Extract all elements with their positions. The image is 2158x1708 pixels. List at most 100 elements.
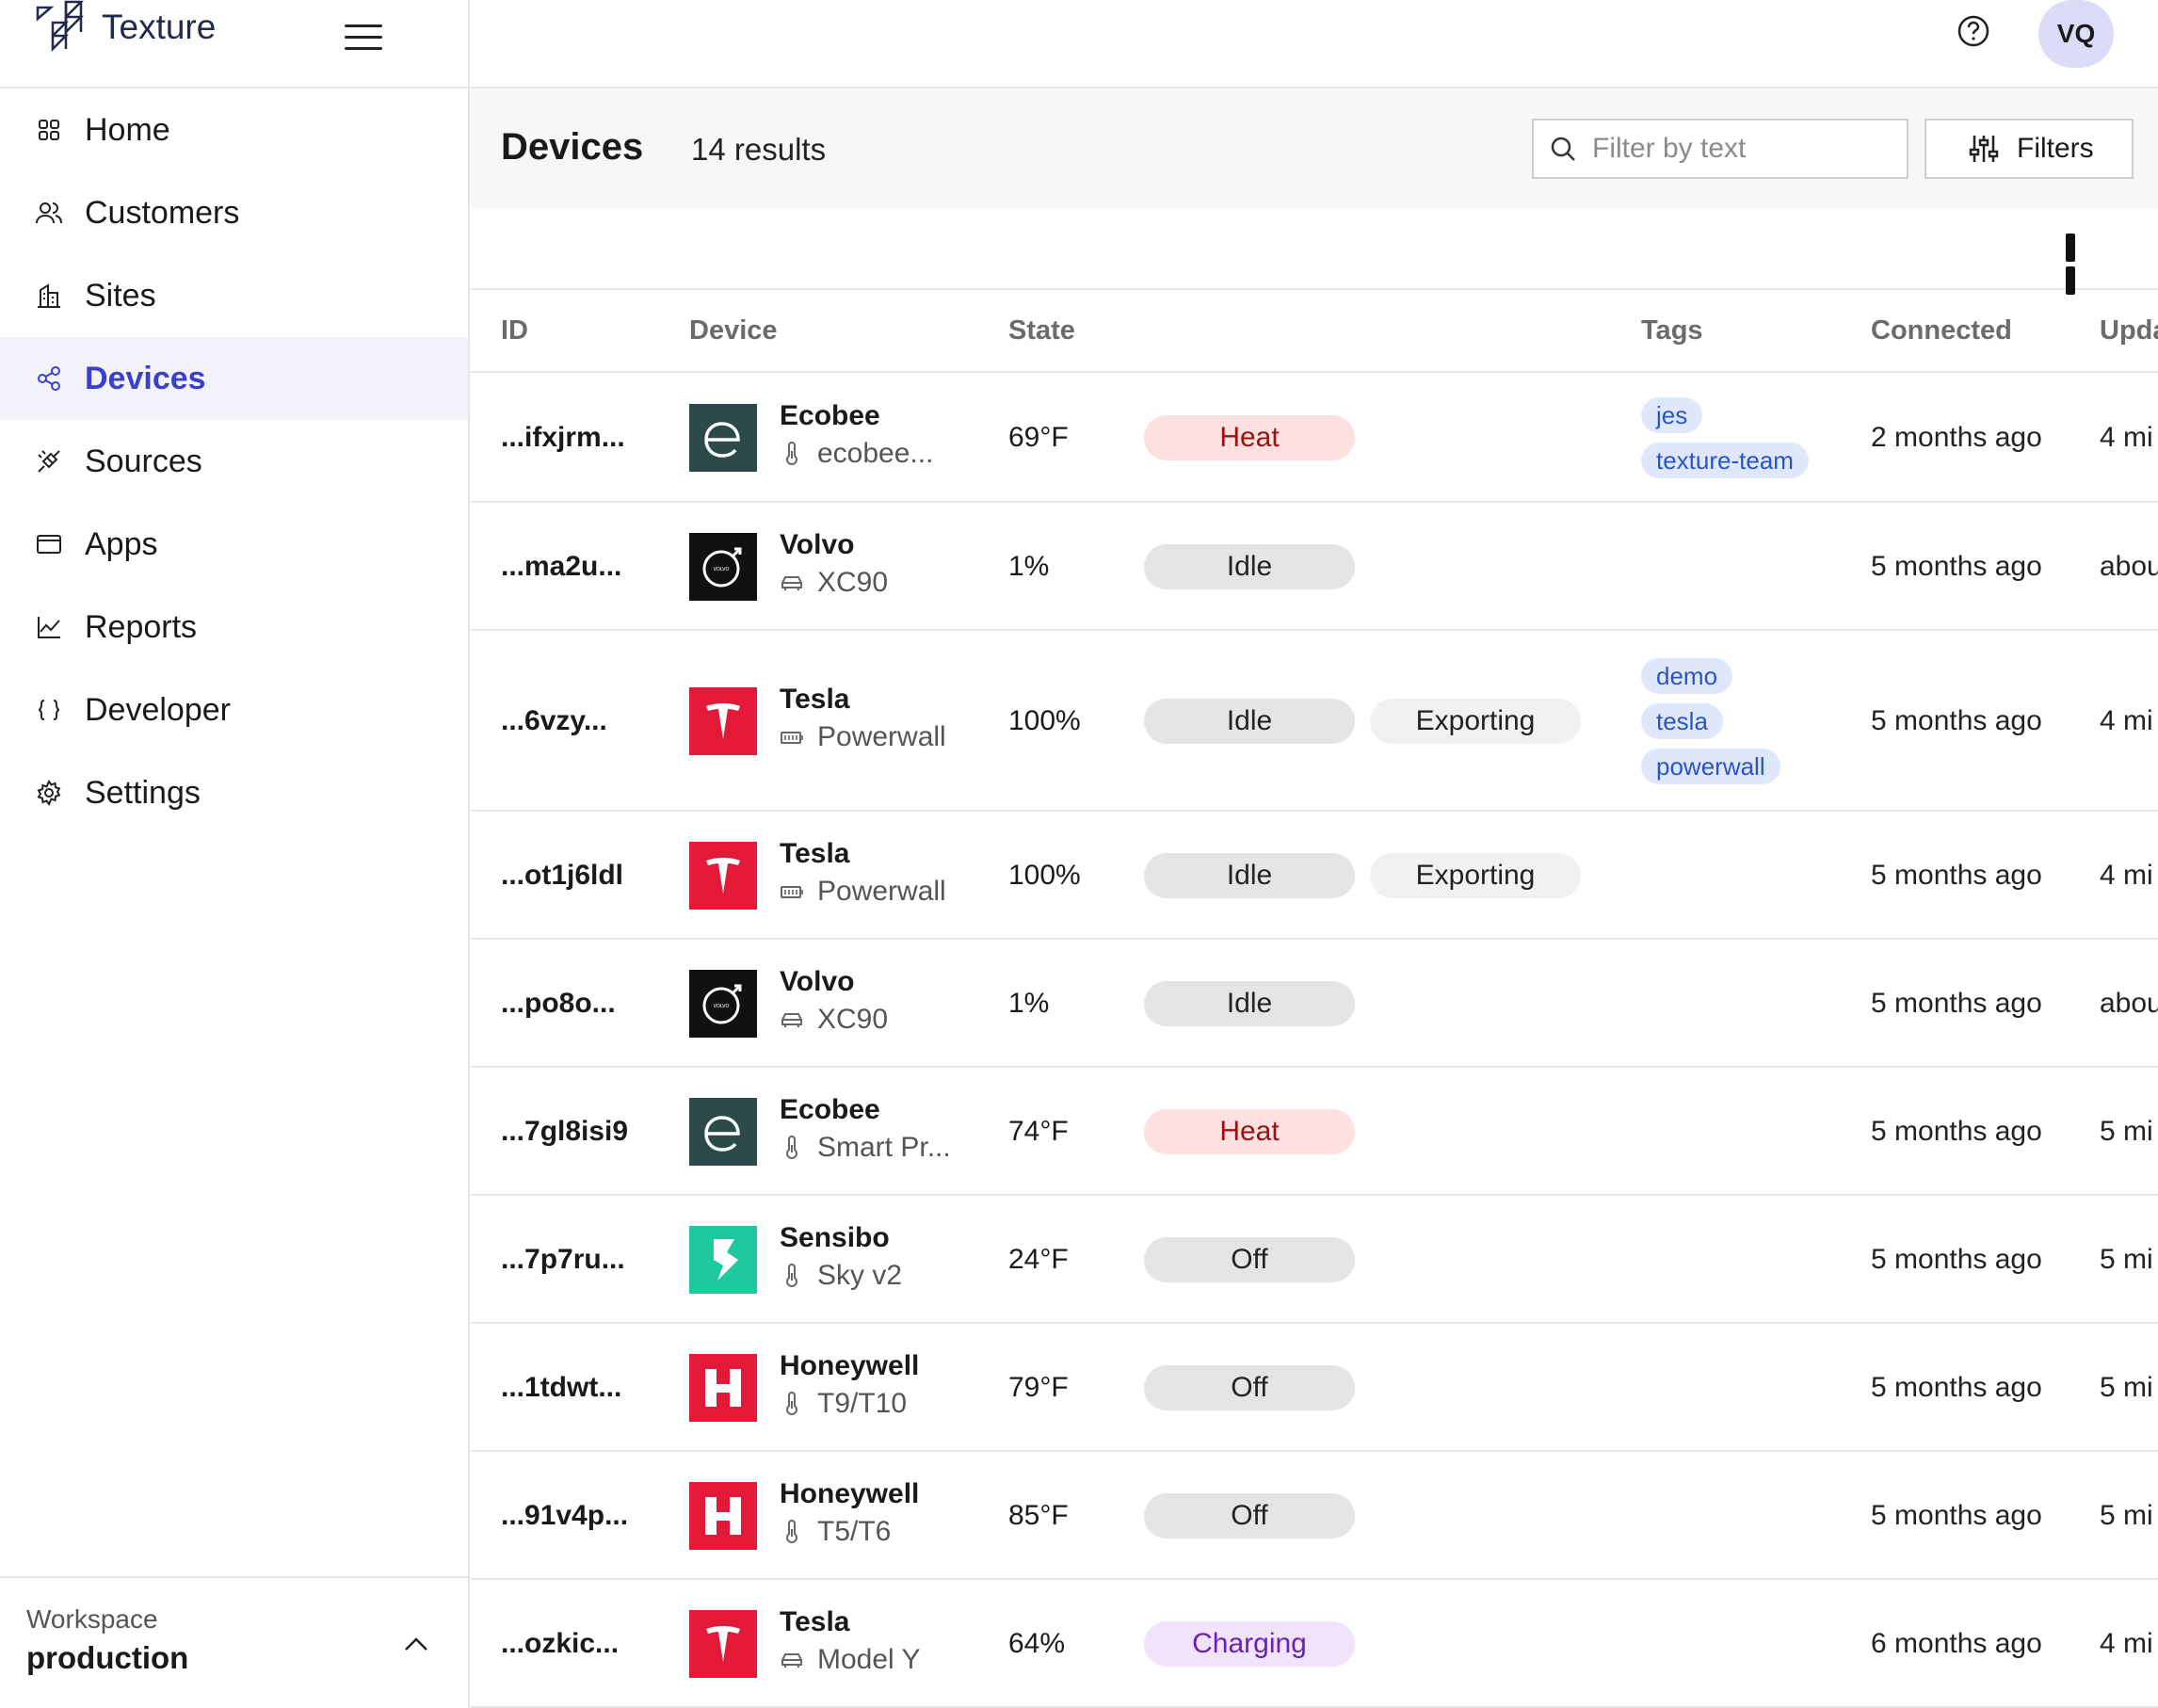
table-row[interactable]: ...ozkic... Tesla Model Y 64% Charging 6 mont… [471,1580,2158,1708]
updated-time: 5 mi [2100,1244,2153,1275]
device-model: ecobee... [780,438,933,470]
sidebar-item-sites[interactable]: Sites [0,254,468,337]
updated-time: 4 mi [2100,860,2153,891]
tag-badge[interactable]: tesla [1641,703,1723,739]
state-badge: Idle [1144,699,1355,744]
avatar[interactable]: VQ [2038,0,2114,68]
updated-time: abou [2100,988,2158,1019]
state-badge: Heat [1144,1109,1355,1154]
battery-icon [780,725,817,749]
table-row[interactable]: ...91v4p... Honeywell T5/T6 85°F Off 5 months… [471,1452,2158,1580]
column-header-state[interactable]: State [1008,315,1075,346]
sidebar-item-label: Sites [85,277,156,314]
car-icon [780,571,817,595]
sidebar-item-developer[interactable]: Developer [0,669,468,751]
updated-time: abou [2100,551,2158,582]
sidebar-item-label: Reports [85,608,198,645]
sidebar-item-settings[interactable]: Settings [0,751,468,834]
share-nodes-icon [32,362,66,395]
sliders-icon [1969,136,1999,162]
device-value: 69°F [1008,422,1069,453]
sidebar-item-label: Customers [85,194,240,231]
tag-badge[interactable]: jes [1641,397,1703,433]
device-model: Smart Pr... [780,1132,951,1164]
state-badge: Idle [1144,544,1355,589]
device-value: 100% [1008,705,1081,736]
pause-icon[interactable] [2066,234,2090,295]
device-value: 74°F [1008,1116,1069,1147]
filters-button[interactable]: Filters [1924,119,2134,179]
sidebar-nav: Home Customers Sites Devices Sources [0,89,468,834]
table-row[interactable]: ...1tdwt... Honeywell T9/T10 79°F Off 5 month… [471,1324,2158,1452]
sidebar-header: Texture [0,0,468,89]
workspace-selector[interactable]: Workspace production [0,1576,468,1708]
texture-logo[interactable]: Texture [32,0,216,56]
table-row[interactable]: ...7gl8isi9 Ecobee Smart Pr... 74°F Heat 5 mo… [471,1068,2158,1196]
page-title: Devices [501,126,644,168]
device-value: 100% [1008,860,1081,891]
table-row[interactable]: ...7p7ru... Sensibo Sky v2 24°F Off 5 months … [471,1196,2158,1324]
sidebar-item-apps[interactable]: Apps [0,503,468,586]
device-model: XC90 [780,567,888,599]
state-badge: Charging [1144,1621,1355,1667]
table-row[interactable]: ...ifxjrm... Ecobee ecobee... 69°F Heat jes te… [471,373,2158,503]
ecobee-logo-icon [689,1098,757,1166]
table-row[interactable]: ...ot1j6ldl Tesla Powerwall 100% Idle Exporti… [471,812,2158,940]
table-row[interactable]: ...po8o... VOLVO Volvo XC90 1% Idle 5 months a… [471,940,2158,1068]
battery-icon [780,879,817,904]
menu-toggle-icon[interactable] [345,24,382,53]
home-grid-icon [32,113,66,147]
volvo-logo-icon: VOLVO [689,533,757,601]
volvo-logo-icon: VOLVO [689,970,757,1038]
column-header-updated[interactable]: Upda [2100,315,2158,346]
device-id: ...6vzy... [501,705,607,736]
device-brand: Ecobee [780,400,880,431]
device-model: Model Y [780,1644,921,1676]
table-row[interactable]: ...6vzy... Tesla Powerwall 100% Idle Exportin… [471,631,2158,812]
question-circle-icon[interactable] [1957,14,1990,48]
device-model: T9/T10 [780,1388,907,1420]
building-icon [32,279,66,313]
device-value: 1% [1008,988,1050,1019]
tag-badge[interactable]: powerwall [1641,749,1780,784]
search-input[interactable]: Filter by text [1532,119,1908,179]
connected-time: 5 months ago [1871,1244,2042,1275]
sidebar-item-reports[interactable]: Reports [0,586,468,669]
table-row[interactable]: ...ma2u... VOLVO Volvo XC90 1% Idle 5 months a… [471,503,2158,631]
sidebar-item-label: Sources [85,443,202,479]
svg-text:VOLVO: VOLVO [714,567,730,572]
column-header-id[interactable]: ID [501,315,528,346]
sidebar-item-label: Developer [85,691,231,728]
device-model: Powerwall [780,876,946,908]
car-icon [780,1007,817,1032]
sidebar-item-customers[interactable]: Customers [0,171,468,254]
device-value: 1% [1008,551,1050,582]
sidebar-item-devices[interactable]: Devices [0,337,468,420]
device-id: ...1tdwt... [501,1372,622,1403]
search-placeholder: Filter by text [1592,133,1747,164]
thermometer-icon [780,1520,817,1544]
column-header-tags[interactable]: Tags [1641,315,1703,346]
sidebar-item-label: Settings [85,774,201,811]
updated-time: 4 mi [2100,422,2153,453]
chevron-up-icon [405,1637,427,1651]
device-model-label: Model Y [817,1644,921,1675]
device-model-label: T5/T6 [817,1516,892,1547]
sidebar-item-home[interactable]: Home [0,89,468,171]
connected-time: 5 months ago [1871,1116,2042,1147]
device-id: ...91v4p... [501,1500,629,1531]
tag-badge[interactable]: demo [1641,658,1733,694]
sidebar-item-sources[interactable]: Sources [0,420,468,503]
column-header-device[interactable]: Device [689,315,778,346]
device-brand: Honeywell [780,1478,920,1509]
tag-badge[interactable]: texture-team [1641,443,1809,478]
tesla-logo-icon [689,1610,757,1678]
device-model: Sky v2 [780,1260,902,1292]
sidebar-item-label: Devices [85,360,206,396]
top-bar: VQ [471,0,2158,89]
texture-logo-icon [36,0,85,53]
car-icon [780,1648,817,1672]
column-header-connected[interactable]: Connected [1871,315,2012,346]
device-brand: Volvo [780,966,855,997]
ecobee-logo-icon [689,404,757,472]
